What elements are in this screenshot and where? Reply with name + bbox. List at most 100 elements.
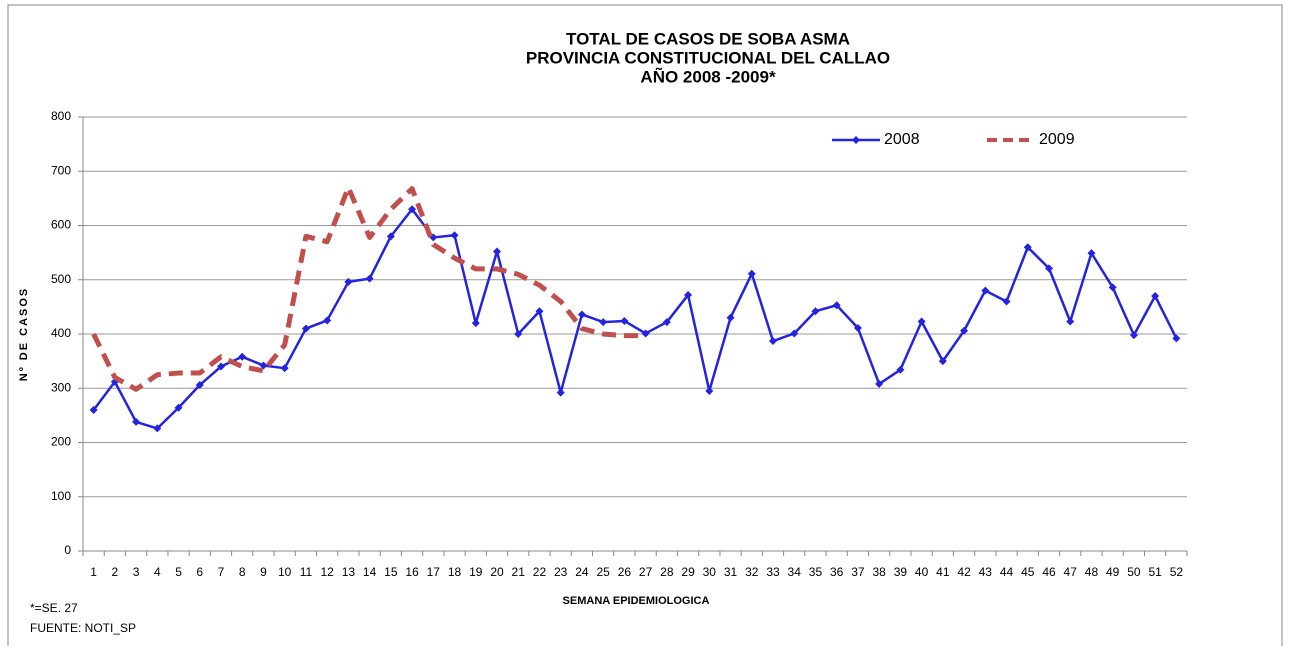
x-tick-label: 32: [745, 565, 759, 579]
y-tick-label: 800: [51, 109, 71, 123]
x-tick-label: 40: [915, 565, 929, 579]
marker: [599, 318, 608, 327]
x-tick-label: 29: [681, 565, 695, 579]
marker: [790, 329, 799, 338]
marker: [450, 231, 459, 240]
x-tick-label: 18: [448, 565, 462, 579]
x-tick-label: 10: [278, 565, 292, 579]
chart-title: PROVINCIA CONSTITUCIONAL DEL CALLAO: [526, 48, 890, 67]
y-tick-label: 200: [51, 435, 71, 449]
legend-label: 2009: [1039, 131, 1075, 148]
marker: [875, 379, 884, 388]
marker: [301, 324, 310, 333]
marker: [386, 232, 395, 241]
marker: [1023, 243, 1032, 252]
x-tick-label: 49: [1106, 565, 1120, 579]
marker: [917, 317, 926, 326]
x-tick-label: 11: [300, 565, 313, 579]
marker: [280, 364, 289, 373]
marker: [1087, 249, 1096, 258]
x-tick-label: 21: [512, 565, 526, 579]
marker: [408, 205, 417, 214]
y-tick-label: 100: [51, 489, 71, 503]
x-tick-label: 42: [957, 565, 971, 579]
marker: [641, 329, 650, 338]
marker: [217, 362, 225, 371]
marker: [153, 424, 162, 433]
marker: [726, 313, 735, 322]
x-tick-label: 12: [320, 565, 334, 579]
marker: [1045, 264, 1053, 273]
line: [92, 207, 1178, 430]
x-tick-label: 27: [639, 565, 653, 579]
x-tick-label: 45: [1021, 565, 1035, 579]
chart-title: TOTAL DE CASOS DE SOBA ASMA: [566, 29, 850, 48]
marker: [1066, 317, 1075, 326]
note: *=SE. 27: [30, 601, 78, 615]
marker: [344, 277, 353, 286]
marker: [1151, 292, 1160, 301]
x-tick-label: 20: [490, 565, 504, 579]
x-tick-label: 8: [239, 565, 246, 579]
chart-title: AÑO 2008 -2009*: [640, 66, 776, 86]
x-tick-label: 39: [894, 565, 908, 579]
marker: [577, 310, 586, 319]
x-tick-label: 37: [851, 565, 865, 579]
marker: [259, 361, 268, 370]
marker: [662, 318, 671, 327]
x-tick-label: 13: [342, 565, 356, 579]
marker: [514, 330, 523, 338]
note: FUENTE: NOTI_SP: [30, 621, 136, 635]
marker: [853, 324, 862, 333]
x-tick-label: 14: [363, 565, 377, 579]
y-tick-label: 0: [64, 543, 71, 557]
x-tick-label: 24: [575, 565, 589, 579]
x-tick-label: 51: [1148, 565, 1162, 579]
marker: [896, 365, 905, 374]
x-tick-label: 9: [260, 565, 267, 579]
marker: [960, 326, 969, 335]
x-tick-label: 25: [596, 565, 610, 579]
marker: [1002, 297, 1011, 306]
x-tick-label: 7: [218, 565, 225, 579]
x-tick-label: 35: [809, 565, 823, 579]
y-tick-label: 300: [51, 380, 71, 394]
marker: [981, 286, 990, 295]
x-tick-label: 50: [1127, 565, 1141, 579]
marker: [620, 316, 629, 325]
x-tick-label: 38: [872, 565, 886, 579]
x-tick-label: 2: [112, 565, 119, 579]
y-tick-label: 700: [51, 163, 71, 177]
x-tick-label: 31: [724, 565, 738, 579]
x-tick-label: 6: [196, 565, 203, 579]
y-tick-label: 500: [51, 272, 71, 286]
x-tick-label: 16: [405, 565, 419, 579]
x-tick-label: 36: [830, 565, 844, 579]
line: [91, 185, 646, 392]
frame: [7, 4, 1283, 646]
x-tick-label: 17: [427, 565, 441, 579]
marker: [747, 269, 756, 278]
y-tick-label: 400: [51, 326, 71, 340]
marker: [705, 386, 714, 395]
marker: [811, 307, 820, 316]
x-tick-label: 44: [1000, 565, 1014, 579]
marker: [132, 417, 141, 426]
x-tick-label: 1: [90, 565, 97, 579]
x-tick-label: 41: [936, 565, 950, 579]
y-axis-label: Nº DE CASOS: [18, 287, 30, 381]
x-tick-label: 22: [533, 565, 547, 579]
marker: [938, 357, 947, 366]
marker: [1129, 331, 1138, 340]
marker: [89, 405, 98, 414]
marker: [365, 274, 374, 283]
x-tick-label: 30: [703, 565, 717, 579]
x-tick-label: 5: [175, 565, 182, 579]
marker: [1108, 283, 1117, 292]
marker: [535, 307, 544, 316]
x-tick-label: 33: [766, 565, 780, 579]
x-tick-label: 34: [788, 565, 802, 579]
x-tick-label: 48: [1085, 565, 1099, 579]
x-tick-label: 23: [554, 565, 568, 579]
